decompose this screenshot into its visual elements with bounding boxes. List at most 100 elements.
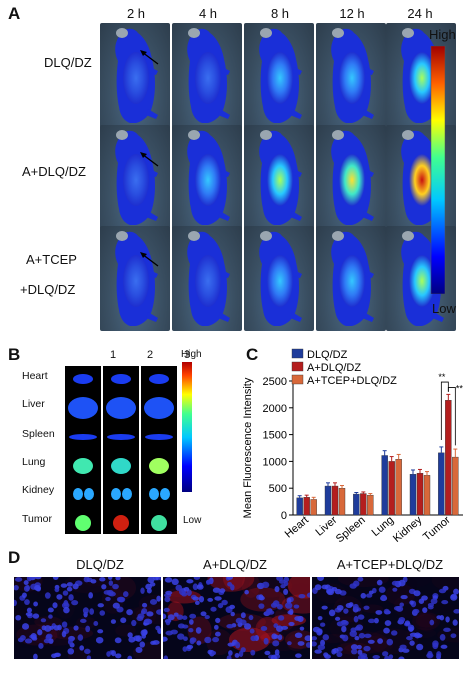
mouse-leg	[290, 211, 302, 221]
tumor-arrow-3	[140, 252, 159, 267]
row-label-dlq-dz: DLQ/DZ	[44, 55, 92, 70]
signal-region	[339, 154, 365, 206]
time-label-4h: 4 h	[198, 6, 218, 21]
mouse-leg	[149, 270, 158, 278]
mouse-leg	[218, 211, 230, 221]
legend-label: DLQ/DZ	[307, 349, 348, 361]
time-label-8h: 8 h	[270, 6, 290, 21]
colorbar-a-high: High	[429, 27, 456, 42]
organ-label-liver: Liver	[22, 398, 45, 410]
legend-label: A+DLQ/DZ	[307, 362, 361, 374]
organ-image-r2-c2	[106, 397, 136, 419]
significance-bracket	[447, 387, 456, 446]
mouse-image-r1-c4	[316, 23, 386, 128]
organ-image-r3-c1	[69, 434, 97, 440]
mouse-ear	[188, 130, 200, 140]
bar-tumor-2	[445, 400, 452, 516]
mouse-leg	[221, 67, 230, 75]
organ-strip-3	[141, 366, 177, 534]
bar-liver-1	[324, 485, 332, 516]
mouse-image-r1-c2	[172, 23, 242, 128]
colorbar-a	[430, 46, 446, 294]
signal-region	[267, 154, 293, 206]
time-label-2h: 2 h	[126, 6, 146, 21]
organ-image-r1-c2	[111, 374, 131, 384]
mouse-image-r2-c4	[316, 125, 386, 230]
mouse-image-r2-c2	[172, 125, 242, 230]
mouse-leg	[149, 169, 158, 177]
mouse-leg	[218, 109, 230, 119]
mouse-ear	[188, 28, 200, 38]
bar-lung-1	[381, 455, 388, 516]
significance-label: **	[438, 372, 446, 382]
y-tick-label: 2500	[263, 376, 287, 388]
organ-label-spleen: Spleen	[22, 428, 55, 440]
row-label-a-tcep: A+TCEP	[26, 252, 77, 267]
mouse-leg	[221, 270, 230, 278]
signal-region	[409, 52, 435, 104]
x-tick-label: Heart	[283, 514, 311, 540]
micro-label-a-dlq-dz: A+DLQ/DZ	[203, 557, 267, 572]
bar-liver-2	[331, 485, 339, 516]
x-tick-label: Spleen	[334, 514, 368, 545]
micrograph-3	[312, 577, 459, 659]
mouse-ear	[116, 130, 128, 140]
mouse-ear	[402, 28, 414, 38]
panel-b-letter: B	[8, 345, 21, 364]
organ-image-r5-c1	[73, 488, 94, 500]
organ-image-r1-c1	[73, 374, 93, 384]
mouse-ear	[332, 130, 344, 140]
bar-kidney-3	[423, 475, 431, 516]
bar-kidney-1	[409, 474, 417, 516]
organ-strip-1	[65, 366, 101, 534]
y-tick-label: 2000	[263, 403, 287, 415]
bar-tumor-3	[452, 456, 459, 516]
organ-image-r4-c2	[111, 458, 131, 474]
organ-image-r6-c3	[151, 515, 167, 531]
tumor-arrow-2	[140, 152, 159, 167]
organ-image-r4-c1	[73, 458, 93, 474]
mouse-leg	[149, 67, 158, 75]
mouse-leg	[293, 169, 302, 177]
mouse-image-r3-c1	[100, 226, 170, 331]
mouse-leg	[290, 109, 302, 119]
mouse-leg	[221, 169, 230, 177]
organ-image-r2-c1	[68, 397, 98, 419]
mouse-image-r2-c1	[100, 125, 170, 230]
significance-label: **	[456, 383, 464, 393]
organ-image-r5-c3	[149, 488, 170, 500]
bar-chart: 0 500 1000 1500 2000 2500 Mean Fluorescence In…	[242, 348, 464, 545]
legend-label: A+TCEP+DLQ/DZ	[307, 375, 397, 387]
x-tick-label: Kidney	[391, 514, 425, 545]
mouse-image-r1-c1	[100, 23, 170, 128]
mouse-leg	[365, 270, 374, 278]
bar-liver-3	[338, 487, 346, 516]
bar-heart-2	[303, 497, 310, 516]
micrograph-1	[14, 577, 161, 659]
mouse-leg	[432, 312, 444, 322]
panel-a-letter: A	[8, 4, 21, 23]
tumor-arrow-1	[140, 50, 159, 65]
mouse-image-r1-c3	[244, 23, 314, 128]
y-tick-label: 500	[269, 483, 287, 495]
y-axis-label: Mean Fluorescence Intensity	[242, 377, 254, 518]
panel-c-letter: C	[246, 345, 259, 364]
organ-image-r2-c3	[144, 397, 174, 419]
organ-image-r6-c1	[75, 515, 91, 531]
signal-region	[123, 154, 149, 206]
mouse-image-r2-c3	[244, 125, 314, 230]
organ-label-tumor: Tumor	[22, 513, 52, 525]
signal-region	[409, 154, 435, 206]
signal-region	[267, 255, 293, 307]
mouse-ear	[402, 130, 414, 140]
mouse-leg	[146, 211, 158, 221]
colorbar-b	[182, 362, 192, 492]
mouse-leg	[293, 270, 302, 278]
legend-swatch	[291, 374, 304, 385]
organ-image-r3-c3	[145, 434, 173, 440]
signal-region	[409, 255, 435, 307]
time-label-24h: 24 h	[407, 6, 433, 21]
signal-region	[195, 52, 221, 104]
signal-region	[195, 255, 221, 307]
bar-heart-3	[310, 499, 317, 516]
